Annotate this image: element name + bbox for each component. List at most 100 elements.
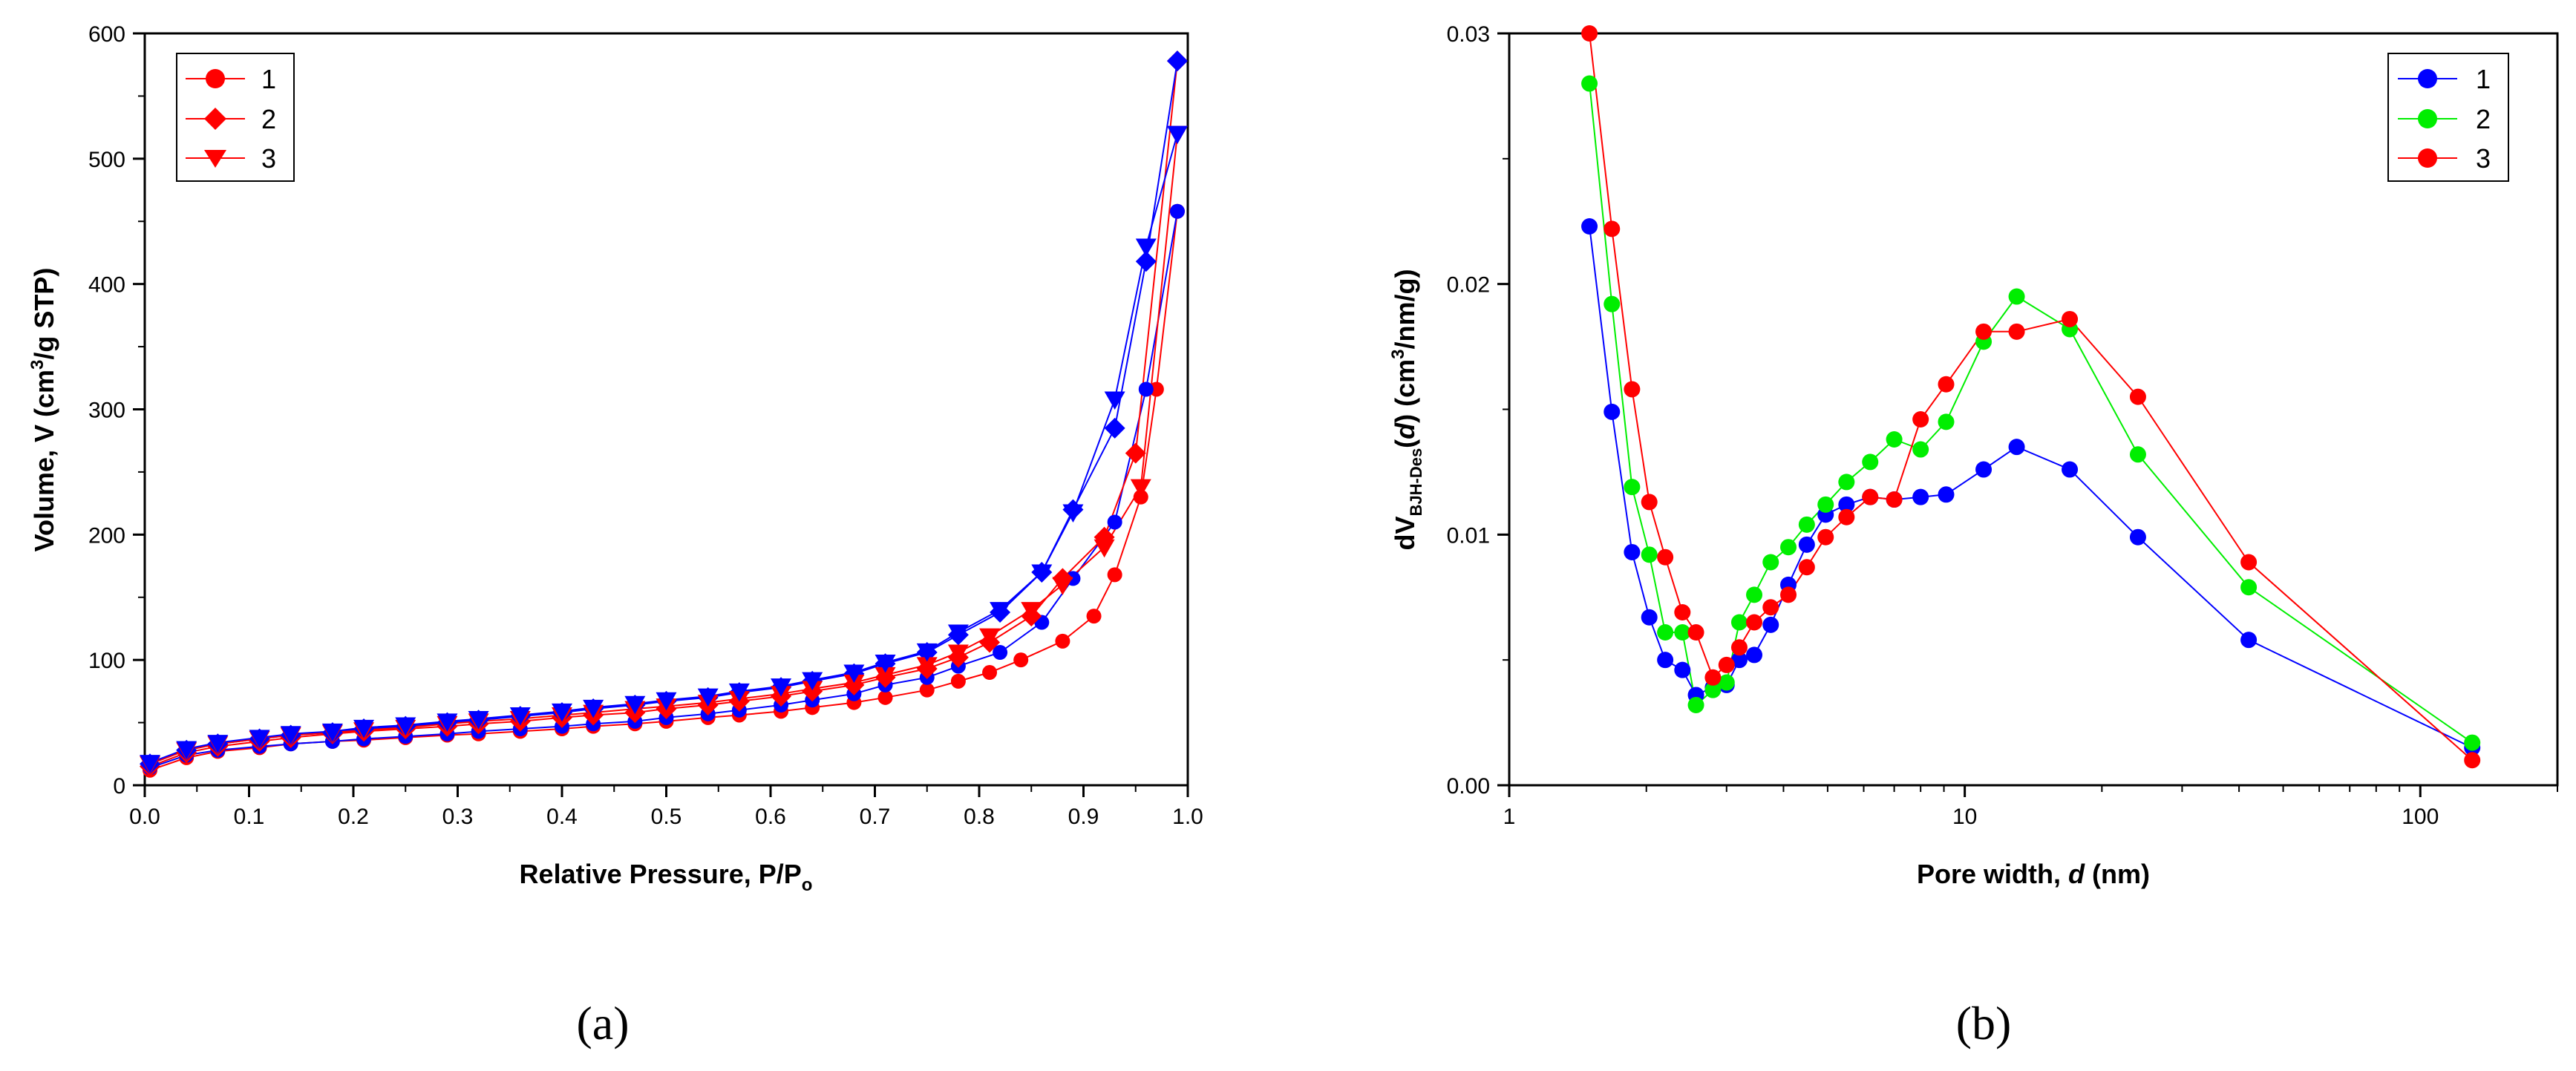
legend-label-a-1: 1 <box>261 64 276 94</box>
data-point-a-3-desorption-0 <box>1166 125 1188 145</box>
data-point-a-3-desorption-15 <box>624 695 646 715</box>
data-point-a-3-desorption-5 <box>990 602 1011 620</box>
data-point-b-2-4 <box>1657 624 1674 641</box>
data-point-b-1-2 <box>1624 543 1641 560</box>
data-point-b-2-3 <box>1641 546 1658 563</box>
y-tick-label-a-5: 500 <box>88 148 125 172</box>
data-point-b-1-21 <box>2008 439 2025 456</box>
data-point-b-1-18 <box>1912 488 1929 505</box>
data-point-a-3-adsorption-27 <box>1130 479 1151 498</box>
data-point-a-3-desorption-20 <box>437 713 458 732</box>
data-point-a-3-desorption-7 <box>916 643 938 662</box>
panel-b-chart: 1 10 100 0.00 0.01 0.02 0.03 1 2 3 Pore width,… <box>1388 22 2559 1049</box>
y-tick-label-a-6: 600 <box>88 22 125 47</box>
data-point-b-3-8 <box>1718 656 1735 673</box>
data-point-a-3-desorption-10 <box>802 672 823 691</box>
data-point-a-1-desorption-5 <box>993 645 1008 661</box>
data-point-a-3-adsorption-19 <box>843 675 865 693</box>
data-point-b-3-16 <box>1862 488 1879 505</box>
data-point-b-1-23 <box>2129 528 2146 546</box>
data-point-a-3-desorption-22 <box>353 719 375 738</box>
data-point-a-1-desorption-0 <box>1169 203 1185 219</box>
data-point-b-2-23 <box>2129 446 2146 463</box>
data-point-a-3-desorption-23 <box>321 723 343 742</box>
data-point-b-3-7 <box>1704 669 1722 686</box>
legend-label-b-3: 3 <box>2476 143 2491 174</box>
data-point-a-3-desorption-8 <box>875 655 896 673</box>
data-point-b-2-0 <box>1581 75 1598 92</box>
x-tick-label-b-2: 100 <box>2402 805 2439 829</box>
data-point-a-3-desorption-16 <box>583 699 604 718</box>
data-point-b-3-3 <box>1641 494 1658 511</box>
data-point-a-1-adsorption-22 <box>950 673 966 689</box>
y-tick-label-b-1: 0.01 <box>1447 523 1490 548</box>
series-points-b <box>1581 25 2481 769</box>
data-point-b-3-12 <box>1780 586 1797 603</box>
data-point-b-1-11 <box>1762 616 1779 633</box>
tick-marks-b <box>1497 32 2558 797</box>
series-line-a-1-adsorption <box>149 211 1178 771</box>
x-tick-label-a-9: 0.9 <box>1068 805 1099 829</box>
data-point-b-1-13 <box>1798 536 1815 553</box>
series-line-a-3-adsorption <box>149 133 1178 765</box>
data-point-a-1-adsorption-26 <box>1086 609 1102 624</box>
data-point-a-1-desorption-2 <box>1107 514 1122 530</box>
x-tick-label-a-5: 0.5 <box>651 805 682 829</box>
data-point-b-1-20 <box>1975 461 1993 478</box>
legend-marker-b-1 <box>2418 69 2437 88</box>
data-point-b-1-9 <box>1730 652 1748 669</box>
x-tick-label-a-10: 1.0 <box>1172 805 1203 829</box>
data-point-a-1-adsorption-23 <box>982 665 998 681</box>
legend-marker-b-3 <box>2418 148 2437 168</box>
legend-label-a-3: 3 <box>261 143 276 174</box>
legend-b: 1 2 3 <box>2387 53 2509 182</box>
y-tick-label-a-2: 200 <box>88 523 125 548</box>
data-point-a-3-desorption-25 <box>249 730 270 748</box>
data-point-a-3-desorption-17 <box>552 703 572 722</box>
data-point-a-3-desorption-24 <box>280 726 301 744</box>
data-point-b-3-9 <box>1730 639 1748 656</box>
data-point-a-3-adsorption-26 <box>1094 539 1115 558</box>
data-point-b-2-24 <box>2240 579 2258 596</box>
data-point-b-3-11 <box>1762 599 1779 616</box>
data-point-b-2-21 <box>2008 288 2025 305</box>
data-point-b-1-3 <box>1641 609 1658 626</box>
data-point-b-2-13 <box>1798 516 1815 533</box>
x-tick-label-a-7: 0.7 <box>860 805 891 829</box>
x-tick-label-a-2: 0.2 <box>338 805 369 829</box>
data-point-b-1-24 <box>2240 632 2258 649</box>
data-point-a-2-desorption-1 <box>1135 251 1157 272</box>
data-point-a-3-desorption-6 <box>947 624 969 643</box>
data-point-a-3-desorption-1 <box>1135 238 1157 258</box>
data-point-b-3-1 <box>1604 220 1621 238</box>
data-point-b-1-22 <box>2062 461 2079 478</box>
data-point-a-3-desorption-3 <box>1062 504 1084 523</box>
data-point-b-3-18 <box>1912 411 1929 428</box>
data-point-b-3-22 <box>2062 310 2079 327</box>
data-point-a-3-desorption-26 <box>207 735 229 753</box>
data-point-b-3-24 <box>2240 554 2258 571</box>
data-point-a-1-adsorption-20 <box>877 690 893 705</box>
data-point-a-2-adsorption-27 <box>1125 442 1146 464</box>
data-point-b-3-14 <box>1817 528 1834 546</box>
y-tick-label-a-0: 0 <box>113 774 125 799</box>
y-tick-label-a-4: 400 <box>88 273 125 298</box>
y-axis-title-a: Volume, V (cm3/g STP) <box>27 268 59 552</box>
data-point-a-3-adsorption-21 <box>916 657 938 675</box>
data-point-b-2-17 <box>1886 431 1903 448</box>
data-point-a-1-adsorption-25 <box>1055 633 1070 649</box>
data-point-b-1-5 <box>1674 661 1691 678</box>
legend-box-b <box>2387 53 2509 182</box>
y-tick-label-b-3: 0.03 <box>1447 22 1490 47</box>
legend-label-b-2: 2 <box>2476 104 2491 134</box>
data-point-a-3-desorption-19 <box>468 711 489 730</box>
data-point-b-2-5 <box>1674 624 1691 641</box>
data-point-b-1-1 <box>1604 403 1621 420</box>
data-point-b-3-17 <box>1886 491 1903 508</box>
data-point-b-3-0 <box>1581 25 1598 42</box>
data-point-b-3-15 <box>1838 508 1855 525</box>
y-tick-label-b-0: 0.00 <box>1447 774 1490 799</box>
legend-marker-a-3 <box>204 150 226 168</box>
data-point-b-2-7 <box>1704 681 1722 698</box>
